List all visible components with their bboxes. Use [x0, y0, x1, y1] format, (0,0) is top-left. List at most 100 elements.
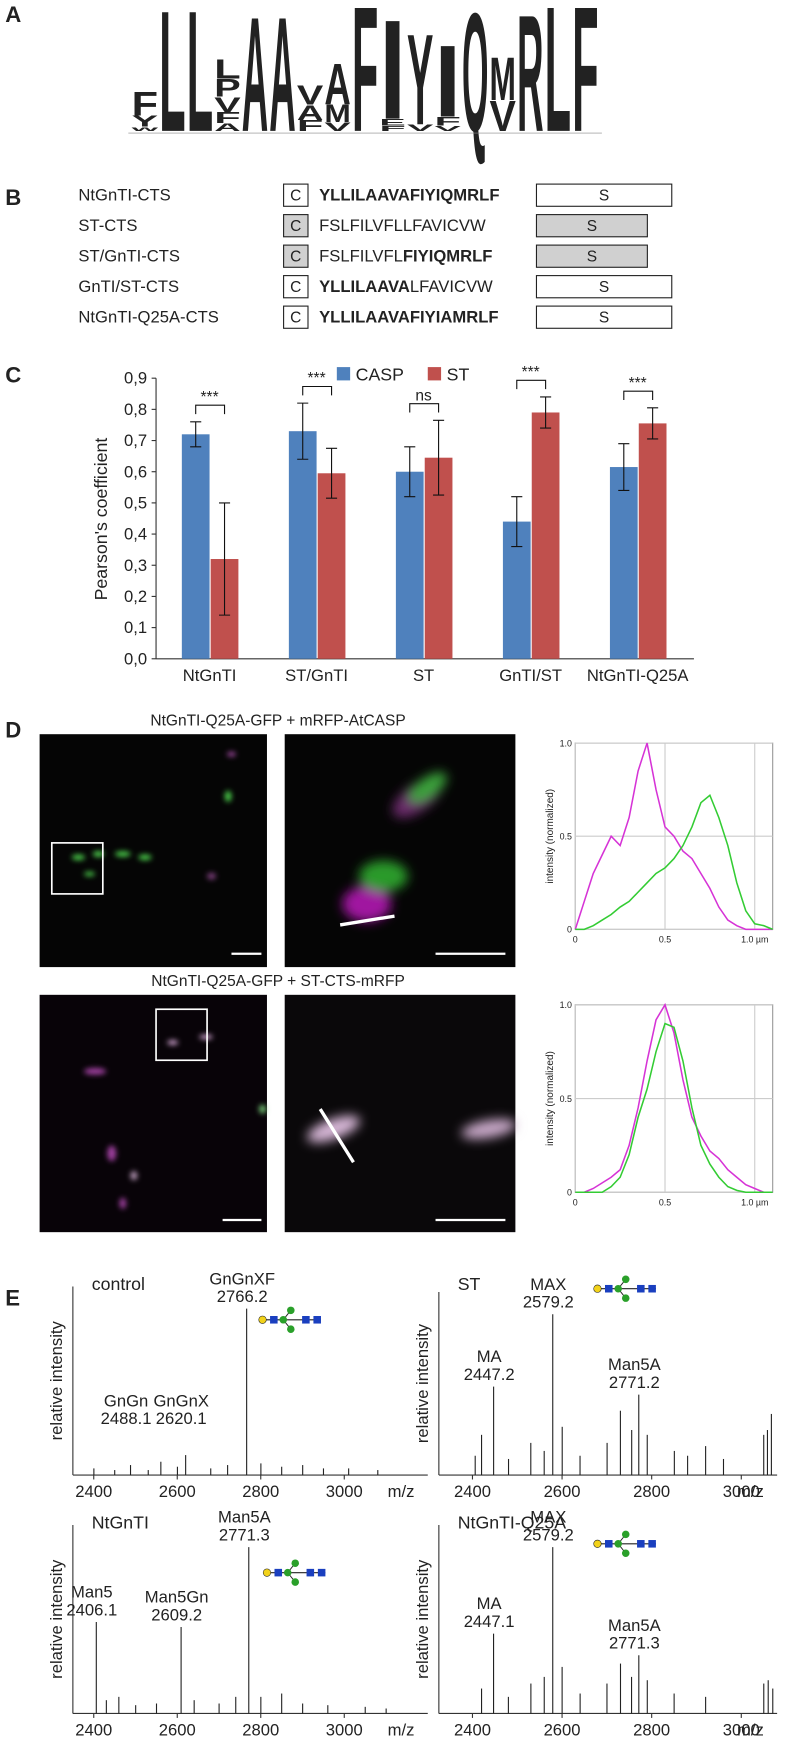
panel-label: C: [5, 363, 21, 388]
x-tick-label: ST: [413, 666, 434, 685]
peak-mass: 2579.2: [523, 1525, 574, 1544]
x-tick-label: 2600: [544, 1482, 581, 1501]
bar: [288, 431, 317, 659]
x-tick-label: 3000: [326, 1482, 363, 1501]
micro-image: [39, 734, 267, 968]
x-tick-label: 2400: [454, 1482, 491, 1501]
logo-letter: Q: [462, 0, 488, 167]
panel-label: D: [5, 718, 21, 743]
y-tick-label: 0,9: [124, 369, 147, 388]
sequence: YLLILAAVAFIYIAMRLF: [319, 308, 498, 327]
y-tick-label: 0,7: [124, 431, 147, 450]
logo-letter: F: [434, 114, 462, 128]
x-tick-label: 0: [573, 935, 578, 945]
logo-letter: F: [132, 85, 158, 123]
construct-name: NtGnTI-Q25A-CTS: [78, 308, 218, 327]
x-tick-label: 2400: [454, 1721, 491, 1739]
logo-letter: V: [434, 124, 465, 133]
c-box: [283, 183, 309, 207]
significance-bracket: [516, 379, 547, 390]
x-tick-label: 0.5: [659, 1198, 671, 1208]
peak-mass: 2771.3: [219, 1525, 270, 1544]
construct-name: GnTI/ST-CTS: [78, 277, 179, 296]
construct-name: ST-CTS: [78, 216, 137, 235]
y-tick-label: 0,0: [124, 649, 147, 668]
x-tick-label: 3000: [723, 1721, 760, 1739]
y-tick-label: 0,8: [124, 400, 147, 419]
c-label: C: [290, 310, 301, 327]
y-tick-label: 0,2: [124, 587, 147, 606]
x-tick-label: NtGnTI: [183, 666, 237, 685]
logo-letter: Y: [407, 8, 433, 152]
x-tick-label: 2400: [75, 1721, 112, 1739]
y-tick-label: 0.5: [560, 1094, 572, 1104]
significance-label: ***: [308, 370, 326, 387]
logo-letter: L: [187, 0, 213, 168]
error-bar: [190, 421, 202, 448]
bar: [531, 412, 560, 659]
y-tick-label: 0,6: [124, 462, 147, 481]
peak-label: MA: [477, 1347, 503, 1366]
peak-label: MAX: [530, 1508, 566, 1527]
y-axis-title: relative intensity: [413, 1559, 432, 1679]
bar: [395, 471, 424, 659]
micro-title: NtGnTI-Q25A-GFP + ST-CTS-mRFP: [151, 973, 405, 990]
c-label: C: [290, 279, 301, 296]
micro-image: [39, 994, 267, 1233]
logo-letter: A: [242, 0, 268, 166]
y-tick-label: 0,1: [124, 618, 147, 637]
error-bar: [618, 443, 630, 491]
legend-label: CASP: [356, 364, 404, 384]
logo-letter: R: [517, 0, 543, 167]
logo-letter: A: [297, 100, 323, 125]
logo-letter: I: [434, 24, 460, 138]
logo-letter: F: [214, 110, 240, 127]
x-axis-title: m/z: [737, 1482, 764, 1501]
micro-image: [284, 734, 516, 968]
x-tick-label: GnTI/ST: [499, 666, 562, 685]
signal: [71, 751, 266, 1209]
peak-label: Man5: [71, 1583, 113, 1602]
panel-label: E: [5, 1285, 20, 1310]
logo-letter: V: [297, 79, 324, 110]
profile-line: [575, 1022, 773, 1194]
s-label: S: [587, 218, 597, 235]
construct-name: ST/GnTI-CTS: [78, 247, 180, 266]
sequence-part: YLLILAAVAFIYIAMRLF: [319, 308, 498, 327]
sequence-part: YLLILAAVA: [319, 277, 410, 296]
micro-title: NtGnTI-Q25A-GFP + mRFP-AtCASP: [150, 712, 405, 729]
significance-bracket: [623, 390, 654, 401]
spectrum-title: NtGnTI: [92, 1512, 149, 1532]
c-label: C: [290, 249, 301, 266]
significance-label: ***: [201, 389, 219, 406]
c-box: [283, 305, 309, 329]
sequence-part: FSLFILVFL: [319, 247, 403, 266]
bar: [317, 473, 346, 659]
significance-bracket: [409, 403, 440, 413]
logo-letter: L: [214, 54, 241, 85]
legend-label: ST: [447, 364, 470, 384]
x-tick-label: 2600: [159, 1482, 196, 1501]
logo-letter: A: [214, 122, 241, 134]
construct-name: NtGnTI-CTS: [78, 186, 170, 205]
logo-letter: A: [324, 52, 350, 117]
error-bar: [218, 502, 231, 616]
peak-mass: 2766.2: [217, 1287, 268, 1306]
significance-bracket: [302, 385, 333, 396]
s-box: [535, 214, 648, 238]
s-label: S: [587, 249, 597, 266]
significance-label: ns: [415, 387, 432, 404]
peak-label: Man5Gn: [145, 1588, 209, 1607]
charts: 0,0 0,1 0,2 0,3 0,4 0,5 0,6 0,7 0,8 0,9 Pearson's …: [47, 364, 778, 1739]
error-bar: [326, 447, 338, 499]
panel-label: A: [5, 2, 21, 27]
logo-letter: F: [352, 0, 378, 169]
peak-mass: 2488.1: [101, 1409, 152, 1428]
glycan-icons: [258, 1274, 657, 1587]
y-axis-title: intensity (normalized): [545, 1051, 556, 1146]
x-tick-label: 2600: [159, 1721, 196, 1739]
sequence: YLLILAAVAFIYIQMRLF: [319, 186, 499, 205]
logo-letter: I: [379, 0, 405, 150]
spectrum-title: control: [92, 1274, 145, 1294]
